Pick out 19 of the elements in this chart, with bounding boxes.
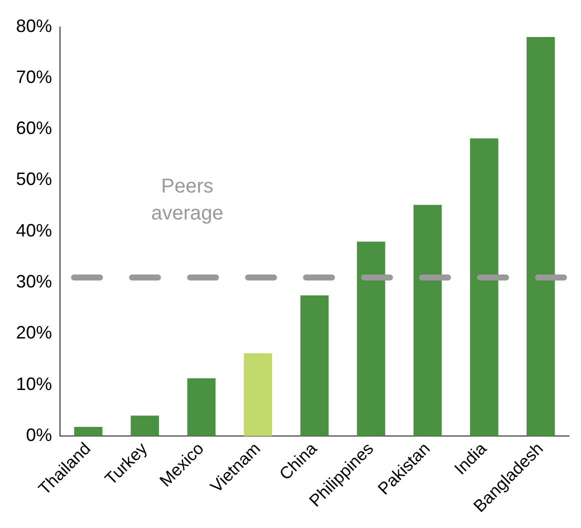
y-tick-label: 80% bbox=[16, 16, 52, 36]
bar bbox=[526, 37, 555, 436]
y-tick-label: 0% bbox=[26, 425, 52, 446]
y-tick-label: 30% bbox=[16, 272, 52, 292]
bar bbox=[356, 242, 386, 436]
y-tick-label: 70% bbox=[16, 66, 52, 87]
bar bbox=[470, 138, 498, 436]
y-tick-label: 50% bbox=[16, 169, 52, 190]
bar bbox=[130, 416, 159, 436]
ref-line-label: Peers average bbox=[151, 175, 224, 224]
y-tick-label: 60% bbox=[16, 118, 52, 138]
bar bbox=[187, 378, 216, 436]
y-tick-label: 40% bbox=[16, 220, 52, 240]
y-tick-label: 10% bbox=[16, 374, 52, 394]
bar bbox=[300, 295, 329, 436]
y-tick-label: 20% bbox=[16, 322, 52, 343]
bar bbox=[74, 426, 102, 436]
bar bbox=[244, 353, 272, 436]
bar bbox=[413, 204, 442, 436]
